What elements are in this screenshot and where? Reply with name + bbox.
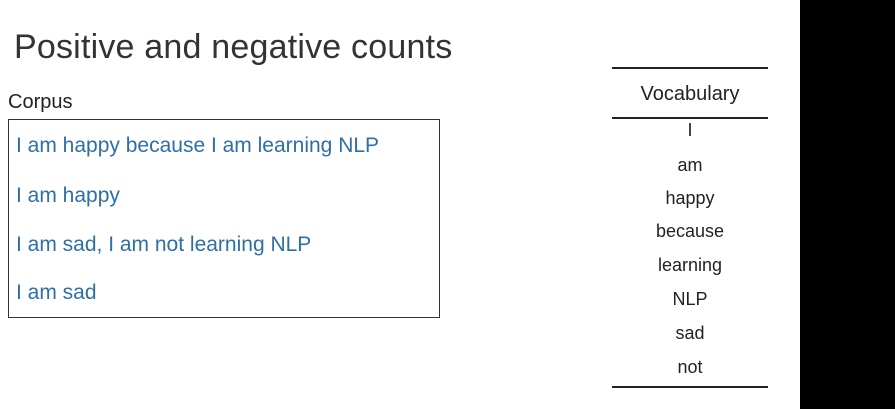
vocabulary-word: NLP [672,289,708,309]
vocabulary-word: because [655,221,725,241]
corpus-sentence: I am happy [16,184,120,207]
vocabulary-word: am [677,155,703,175]
vocabulary-bottom-rule [612,386,768,388]
vocabulary-header: Vocabulary [640,83,740,105]
vocabulary-word: not [677,357,703,377]
corpus-sentence: I am happy because I am learning NLP [16,134,380,157]
vocabulary-table: Vocabulary I am happy because learning N… [612,67,768,388]
slide-title: Positive and negative counts [14,28,453,66]
vocabulary-word: happy [665,188,715,208]
vocabulary-word: sad [675,323,705,343]
corpus-box: I am happy because I am learning NLP I a… [8,119,440,318]
vocabulary-word: learning [657,255,723,275]
corpus-sentence: I am sad, I am not learning NLP [16,233,312,256]
vocabulary-header-rule [612,117,768,119]
corpus-label: Corpus [8,91,73,113]
vocabulary-word: I [687,120,693,140]
vocabulary-top-rule [612,67,768,69]
right-black-bar [800,0,895,409]
corpus-sentence: I am sad [16,281,97,304]
